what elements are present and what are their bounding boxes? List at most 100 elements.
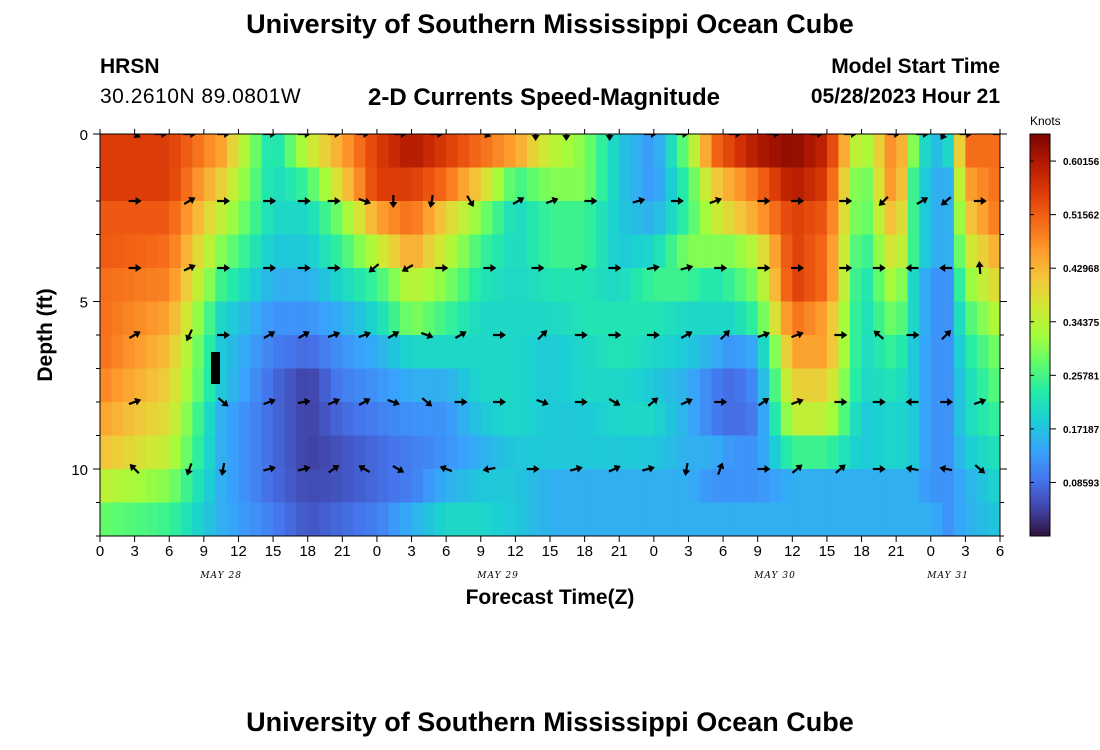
- heatmap-cell: [665, 335, 678, 370]
- heatmap-cell: [146, 469, 159, 504]
- heatmap-cell: [711, 201, 724, 236]
- heatmap-cell: [953, 134, 966, 169]
- heatmap-cell: [111, 167, 124, 202]
- current-arrow: [835, 464, 846, 474]
- heatmap-cell: [630, 469, 643, 504]
- heatmap-cell: [353, 167, 366, 202]
- heatmap-cell: [919, 502, 932, 536]
- heatmap-cell: [642, 301, 655, 336]
- heatmap-cell: [250, 502, 263, 536]
- heatmap-cell: [550, 201, 563, 236]
- heatmap-cell: [261, 301, 274, 336]
- heatmap-cell: [446, 167, 459, 202]
- heatmap-cell: [596, 502, 609, 536]
- x-tick-label: 6: [719, 543, 727, 560]
- heatmap-cell: [803, 502, 816, 536]
- heatmap-cell: [919, 469, 932, 504]
- heatmap-cell: [296, 435, 309, 470]
- heatmap-cell: [711, 368, 724, 403]
- heatmap-cell: [619, 234, 632, 269]
- colorbar-label: 0.25781: [1063, 371, 1100, 382]
- heatmap-cell: [388, 335, 401, 370]
- heatmap-cell: [376, 167, 390, 202]
- heatmap-cell: [884, 402, 897, 437]
- heatmap-cell: [630, 335, 643, 370]
- heatmap-cell: [596, 368, 609, 403]
- heatmap-cell: [100, 134, 113, 169]
- heatmap-cell: [746, 469, 759, 504]
- heatmap-cell: [550, 134, 563, 169]
- heatmap-cell: [850, 301, 863, 336]
- heatmap-cell: [388, 368, 401, 403]
- current-arrow: [916, 134, 930, 138]
- heatmap-cell: [284, 301, 297, 336]
- heatmap-cell: [976, 335, 990, 370]
- heatmap-cell: [296, 335, 309, 370]
- heatmap-cell: [376, 335, 390, 370]
- heatmap-cell: [169, 134, 182, 169]
- heatmap-cell: [515, 335, 528, 370]
- current-arrow: [608, 398, 621, 406]
- heatmap-cell: [676, 268, 690, 303]
- heatmap-cell: [930, 234, 943, 269]
- current-arrow: [493, 398, 506, 406]
- heatmap-cell: [976, 435, 990, 470]
- heatmap-cell: [561, 402, 574, 437]
- heatmap-cell: [376, 502, 390, 536]
- heatmap-cell: [342, 134, 355, 169]
- heatmap-cell: [411, 134, 424, 169]
- heatmap-cell: [942, 268, 955, 303]
- heatmap-cell: [376, 234, 390, 269]
- heatmap-cell: [123, 234, 136, 269]
- heatmap-cell: [457, 134, 470, 169]
- heatmap-cell: [261, 134, 274, 169]
- heatmap-cell: [850, 469, 863, 504]
- heatmap-cell: [492, 402, 505, 437]
- station-name: HRSN: [100, 55, 160, 78]
- heatmap-cell: [538, 335, 551, 370]
- heatmap-cell: [711, 402, 724, 437]
- heatmap-cell: [134, 502, 147, 536]
- heatmap-cell: [330, 368, 343, 403]
- current-arrow: [297, 464, 311, 473]
- heatmap-cell: [273, 234, 286, 269]
- heatmap-cell: [573, 502, 586, 536]
- current-arrow: [940, 134, 949, 141]
- heatmap-cell: [503, 201, 516, 236]
- heatmap-cell: [803, 167, 816, 202]
- heatmap-cell: [930, 469, 943, 504]
- heatmap-cell: [723, 167, 736, 202]
- heatmap-cell: [157, 435, 170, 470]
- heatmap-cell: [688, 435, 701, 470]
- heatmap-cell: [226, 402, 240, 437]
- heatmap-cell: [400, 268, 413, 303]
- heatmap-cell: [826, 301, 840, 336]
- heatmap-cell: [515, 201, 528, 236]
- heatmap-cell: [146, 167, 159, 202]
- heatmap-cell: [111, 402, 124, 437]
- heatmap-cell: [584, 469, 597, 504]
- current-arrow: [218, 462, 227, 476]
- current-arrow: [128, 197, 142, 205]
- heatmap-cell: [180, 134, 193, 169]
- heatmap-cell: [307, 301, 320, 336]
- heatmap-cell: [123, 402, 136, 437]
- heatmap-cell: [434, 502, 447, 536]
- heatmap-cell: [307, 234, 320, 269]
- heatmap-cell: [676, 502, 690, 536]
- heatmap-cell: [400, 402, 413, 437]
- x-tick-label: 3: [407, 543, 415, 560]
- x-tick-label: 15: [542, 543, 559, 560]
- heatmap-cell: [711, 268, 724, 303]
- heatmap-cell: [746, 268, 759, 303]
- heatmap-cell: [434, 134, 447, 169]
- heatmap-cell: [365, 134, 378, 169]
- current-arrow: [129, 464, 140, 475]
- heatmap-cell: [965, 134, 978, 169]
- heatmap-cell: [296, 402, 309, 437]
- heatmap-cell: [376, 268, 390, 303]
- heatmap-cell: [942, 402, 955, 437]
- current-arrow: [574, 331, 588, 339]
- heatmap-cell: [700, 435, 713, 470]
- x-axis: 0 3 6 9 12 15 18 21 0 3 6 9 12 15 18 21 0 3 6 9 12 15 18 21 0 3 6 M…: [96, 129, 1004, 581]
